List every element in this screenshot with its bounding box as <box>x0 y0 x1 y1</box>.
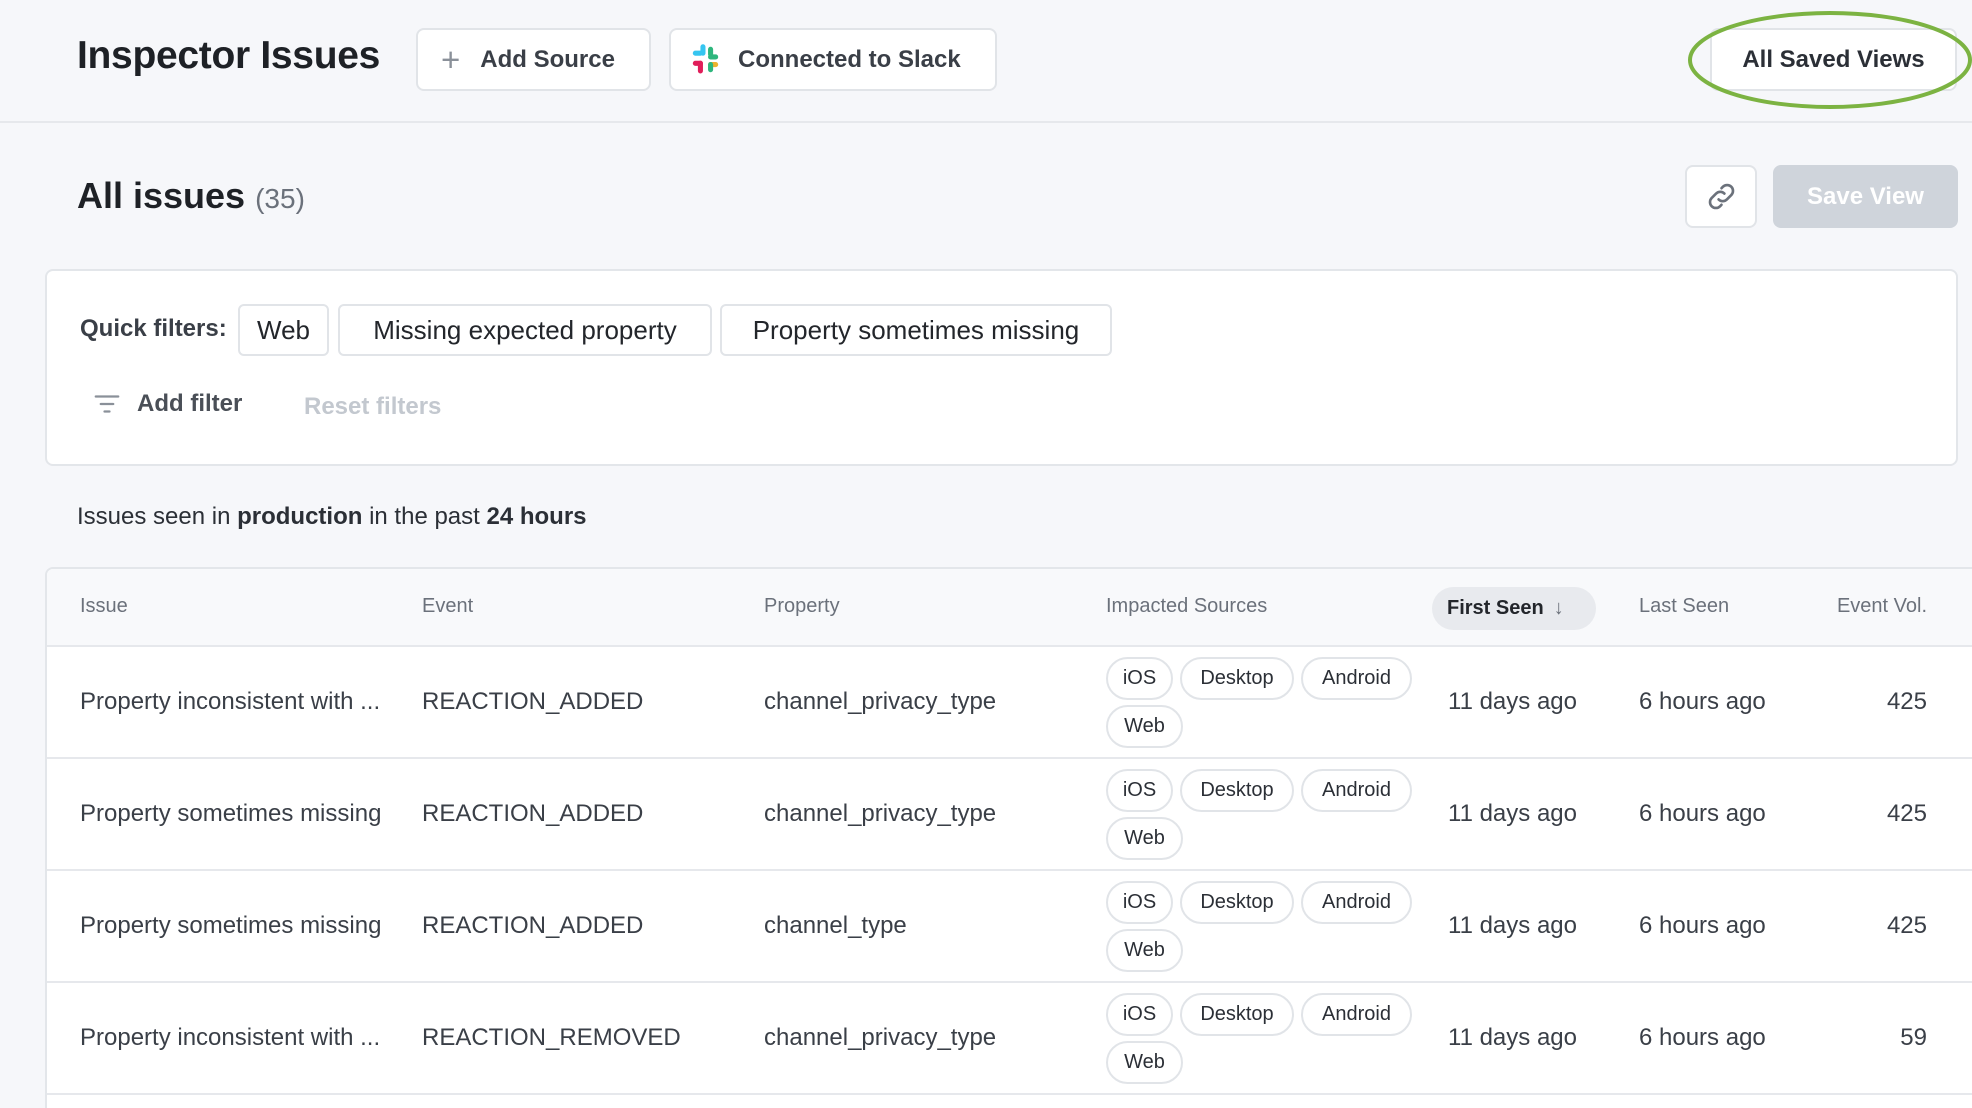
source-tag: Web <box>1106 705 1183 748</box>
issues-title: All issues <box>77 175 246 216</box>
event-cell: REACTION_REMOVED <box>422 1024 681 1051</box>
column-impacted-sources[interactable]: Impacted Sources <box>1106 595 1268 617</box>
source-tag: Android <box>1301 657 1412 700</box>
issues-count: (35) <box>255 183 305 214</box>
source-tag: Web <box>1106 1041 1183 1084</box>
source-tag: iOS <box>1106 769 1173 812</box>
event-volume-cell: 59 <box>1900 1024 1927 1051</box>
add-filter-button[interactable]: Add filter <box>92 389 242 419</box>
issue-cell: Property sometimes missing <box>80 800 382 827</box>
issues-heading: All issues (35) <box>77 175 305 217</box>
source-tag: Android <box>1301 881 1412 924</box>
event-volume-cell: 425 <box>1886 688 1927 715</box>
add-source-button[interactable]: + Add Source <box>416 28 651 91</box>
source-tag: Desktop <box>1180 657 1294 700</box>
issue-cell: Property inconsistent with ... <box>80 688 381 715</box>
property-cell: channel_privacy_type <box>764 800 997 827</box>
column-event[interactable]: Event <box>422 595 474 617</box>
source-tag: Web <box>1106 929 1183 972</box>
source-tag: Web <box>1106 817 1183 860</box>
event-cell: REACTION_ADDED <box>422 912 644 939</box>
quick-filter-web[interactable]: Web <box>238 304 329 356</box>
filters-card: Quick filters: Web Missing expected prop… <box>45 269 1958 466</box>
event-volume-cell: 425 <box>1886 800 1927 827</box>
last-seen-cell: 6 hours ago <box>1639 800 1766 827</box>
slack-connection-button[interactable]: Connected to Slack <box>669 28 997 91</box>
all-saved-views-button[interactable]: All Saved Views <box>1710 28 1957 91</box>
table-header: Issue Event Property Impacted Sources Fi… <box>47 569 1972 647</box>
issues-summary: Issues seen in production in the past 24… <box>77 503 587 530</box>
source-tag: Desktop <box>1180 881 1294 924</box>
page-title: Inspector Issues <box>77 34 380 77</box>
table-row[interactable]: Property inconsistent with ... REACTION_A… <box>47 647 1972 759</box>
last-seen-cell: 6 hours ago <box>1639 1024 1766 1051</box>
first-seen-cell: 11 days ago <box>1448 1024 1577 1051</box>
first-seen-cell: 11 days ago <box>1448 688 1577 715</box>
last-seen-cell: 6 hours ago <box>1639 688 1766 715</box>
issue-cell: Property sometimes missing <box>80 912 382 939</box>
column-event-volume[interactable]: Event Vol. <box>1836 595 1927 617</box>
source-tag: iOS <box>1106 657 1173 700</box>
property-cell: channel_privacy_type <box>764 1024 997 1051</box>
highlight-annotation-ellipse <box>1688 11 1972 109</box>
plus-icon: + <box>441 40 461 78</box>
issue-cell: Property inconsistent with ... <box>80 1024 381 1051</box>
quick-filter-missing-expected-property[interactable]: Missing expected property <box>338 304 712 356</box>
table-row[interactable]: Property sometimes missing REACTION_ADDED… <box>47 871 1972 983</box>
table-row[interactable]: Property inconsistent with ... REACTION_R… <box>47 983 1972 1095</box>
column-last-seen[interactable]: Last Seen <box>1639 595 1730 617</box>
top-header: Inspector Issues + Add Source Connected … <box>0 0 1972 123</box>
property-cell: channel_privacy_type <box>764 688 997 715</box>
event-volume-cell: 425 <box>1886 912 1927 939</box>
copy-link-button[interactable] <box>1685 165 1757 228</box>
source-tag: Android <box>1301 769 1412 812</box>
slack-icon <box>692 44 719 74</box>
issues-table: Issue Event Property Impacted Sources Fi… <box>45 567 1972 1108</box>
reset-filters-button[interactable]: Reset filters <box>304 393 442 420</box>
last-seen-cell: 6 hours ago <box>1639 912 1766 939</box>
quick-filters-label: Quick filters: <box>80 315 227 342</box>
filter-icon <box>94 395 120 413</box>
event-cell: REACTION_ADDED <box>422 688 644 715</box>
source-tag: Desktop <box>1180 769 1294 812</box>
link-icon <box>1708 183 1734 210</box>
sort-descending-arrow-icon: ↓ <box>1553 597 1564 619</box>
table-row[interactable]: Property sometimes missing REACTION_ADDED… <box>47 759 1972 871</box>
event-cell: REACTION_ADDED <box>422 800 644 827</box>
source-tag: Desktop <box>1180 993 1294 1036</box>
column-first-seen[interactable]: First Seen ↓ <box>1432 587 1596 630</box>
source-tag: iOS <box>1106 993 1173 1036</box>
column-property[interactable]: Property <box>764 595 840 617</box>
first-seen-cell: 11 days ago <box>1448 912 1577 939</box>
first-seen-cell: 11 days ago <box>1448 800 1577 827</box>
quick-filter-property-sometimes-missing[interactable]: Property sometimes missing <box>720 304 1112 356</box>
source-tag: iOS <box>1106 881 1173 924</box>
column-issue[interactable]: Issue <box>80 595 128 617</box>
property-cell: channel_type <box>764 912 907 939</box>
source-tag: Android <box>1301 993 1412 1036</box>
save-view-button[interactable]: Save View <box>1773 165 1958 228</box>
